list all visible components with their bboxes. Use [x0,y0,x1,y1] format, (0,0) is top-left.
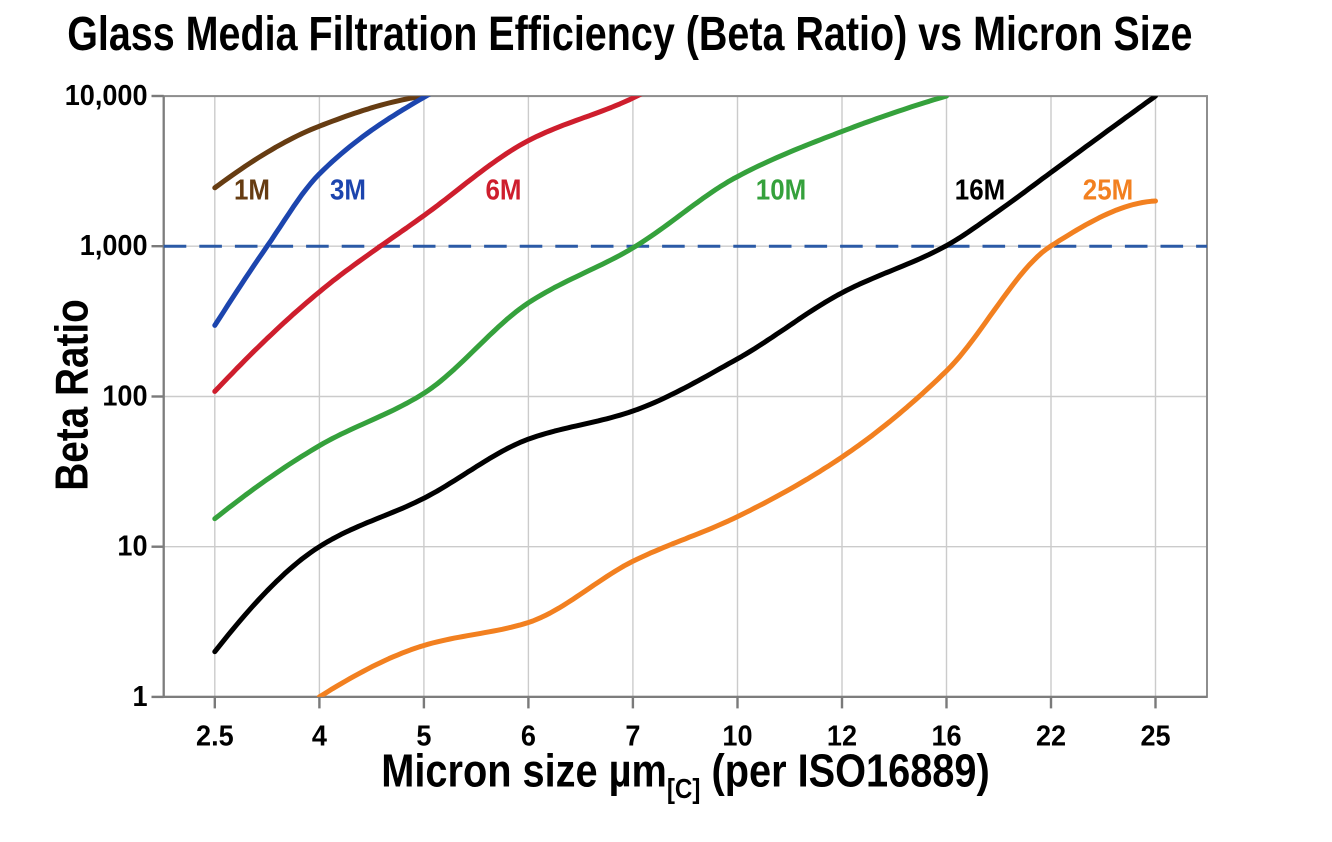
svg-text:100: 100 [102,380,147,412]
svg-text:1M: 1M [234,173,270,206]
svg-text:10,000: 10,000 [65,79,148,111]
svg-text:10: 10 [117,530,147,562]
svg-text:25: 25 [1140,720,1170,752]
svg-text:16: 16 [931,720,961,752]
svg-text:Beta Ratio: Beta Ratio [47,299,98,491]
svg-text:Glass Media Filtration Efficie: Glass Media Filtration Efficiency (Beta … [67,7,1192,61]
svg-text:6: 6 [521,720,536,752]
svg-text:7: 7 [625,720,640,752]
svg-text:10M: 10M [756,173,806,206]
svg-text:10: 10 [722,720,752,752]
svg-text:3M: 3M [330,173,366,206]
svg-text:4: 4 [312,720,328,752]
svg-text:16M: 16M [955,173,1005,206]
svg-text:25M: 25M [1083,173,1133,206]
svg-text:22: 22 [1036,720,1066,752]
svg-text:Micron size µm[C] (per ISO1688: Micron size µm[C] (per ISO16889) [381,746,989,805]
svg-text:12: 12 [827,720,857,752]
svg-text:2.5: 2.5 [196,720,234,752]
svg-text:1,000: 1,000 [80,230,148,262]
svg-text:1: 1 [132,680,147,712]
svg-text:5: 5 [416,720,431,752]
svg-text:6M: 6M [486,173,522,206]
